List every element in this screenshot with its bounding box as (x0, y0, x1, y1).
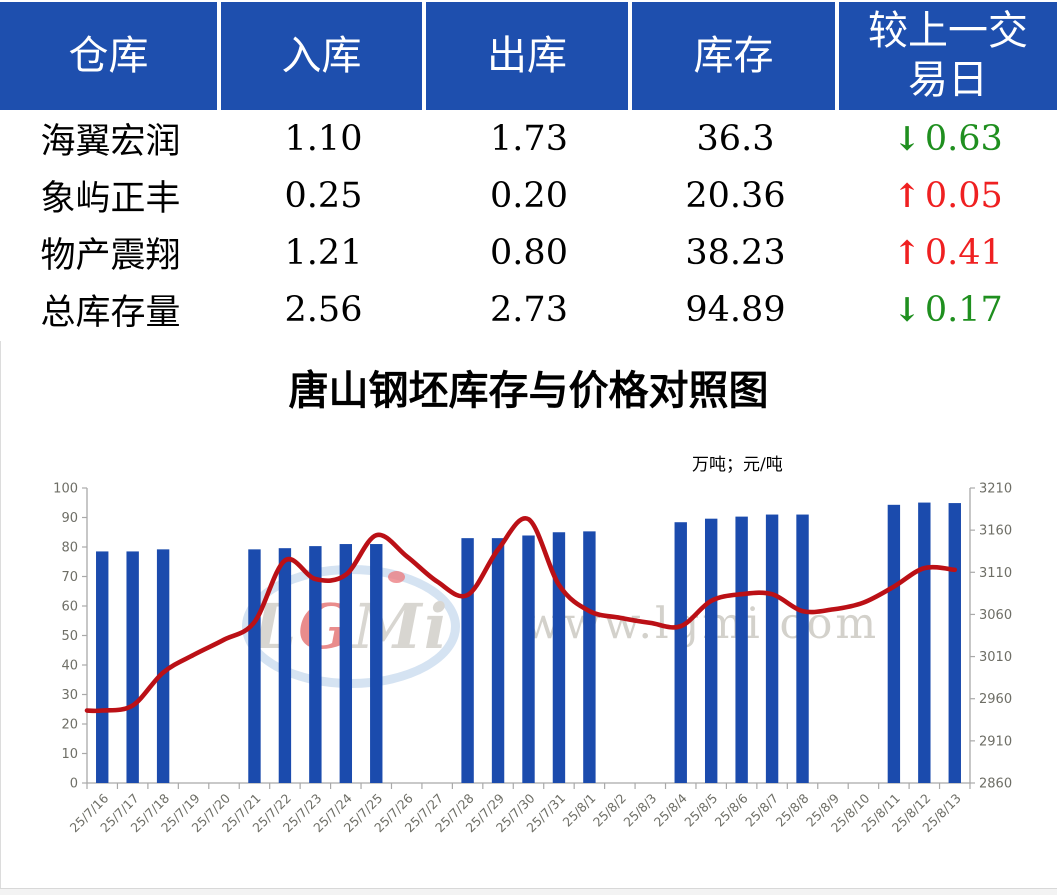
left-axis-tick-label: 30 (61, 688, 78, 703)
inventory-bar (552, 532, 566, 783)
inventory-bar (674, 522, 687, 783)
logo-letter: i (423, 590, 450, 663)
up-arrow-icon: ↑ (893, 176, 921, 215)
outbound-value: 1.73 (490, 118, 568, 159)
left-axis-tick-label: 100 (53, 482, 78, 497)
left-axis-tick-label: 10 (61, 747, 78, 762)
stock-value: 94.89 (685, 289, 786, 330)
change-value: ↓ 0.17 (839, 281, 1057, 338)
x-axis-date-label: 25/8/6 (712, 790, 751, 829)
col-header-inbound: 入库 (221, 2, 426, 110)
x-axis-date-label: 25/8/8 (773, 790, 812, 829)
inventory-bar (126, 551, 139, 783)
inventory-bar (96, 551, 109, 783)
left-axis-tick-label: 0 (70, 777, 78, 792)
col-header-warehouse: 仓库 (0, 2, 221, 110)
outbound-value: 0.80 (490, 232, 568, 273)
inbound-value: 2.56 (284, 289, 363, 330)
footer-strip (0, 888, 1057, 895)
inventory-bar (796, 514, 809, 783)
stock-value: 38.23 (685, 232, 786, 273)
inventory-bar (887, 504, 901, 783)
inventory-bar (583, 531, 596, 783)
x-axis-date-label: 25/8/7 (742, 791, 781, 830)
outbound-value: 2.73 (490, 289, 568, 330)
left-axis-tick-label: 50 (61, 629, 78, 644)
up-arrow-icon: ↑ (893, 233, 921, 272)
inventory-bar (735, 516, 748, 783)
left-axis-tick-label: 90 (61, 511, 78, 526)
change-amount: 0.05 (924, 175, 1003, 216)
right-axis-tick-label: 3060 (979, 608, 1012, 623)
right-axis-tick-label: 2960 (979, 692, 1012, 707)
down-arrow-icon: ↓ (893, 119, 921, 158)
right-axis-tick-label: 2860 (979, 777, 1012, 792)
inventory-bar (522, 535, 535, 783)
axis-units-label: 万吨；元/吨 (692, 455, 783, 475)
x-axis-date-label: 25/8/3 (620, 791, 659, 830)
warehouse-table: 仓库 入库 出库 库存 较上一交易日 海翼宏润 1.10 1.73 36.3 ↓ 0.63… (0, 2, 1057, 338)
inventory-bar (918, 502, 931, 783)
warehouse-name: 象屿正丰 (40, 179, 181, 219)
change-value: ↑ 0.05 (839, 167, 1057, 224)
inbound-value: 0.25 (284, 175, 363, 216)
left-axis-tick-label: 60 (61, 600, 78, 615)
x-axis-date-label: 25/8/5 (681, 791, 720, 830)
left-axis-tick-label: 70 (61, 570, 78, 585)
change-amount: 0.63 (924, 118, 1003, 159)
outbound-value: 0.20 (490, 175, 568, 216)
left-axis-tick-label: 20 (61, 718, 78, 733)
change-value: ↑ 0.41 (839, 224, 1057, 281)
right-axis-tick-label: 3110 (979, 566, 1012, 581)
left-border-line (0, 341, 1, 895)
warehouse-name: 总库存量 (40, 293, 181, 333)
inventory-bar (948, 503, 961, 783)
left-axis-tick-label: 40 (61, 659, 78, 674)
inventory-bar (491, 538, 505, 783)
inventory-bar (461, 538, 474, 783)
right-axis-tick-label: 2910 (979, 734, 1012, 749)
inventory-bar (370, 544, 383, 783)
inventory-bar (156, 549, 170, 783)
right-axis-tick-label: 3160 (979, 524, 1012, 539)
col-header-outbound: 出库 (426, 2, 632, 110)
warehouse-name: 海翼宏润 (40, 122, 181, 162)
inventory-bar (704, 518, 718, 783)
inventory-bar (765, 514, 779, 783)
right-axis-tick-label: 3010 (979, 650, 1012, 665)
x-axis-date-label: 25/8/4 (651, 790, 690, 829)
change-value: ↓ 0.63 (839, 110, 1057, 167)
price-line (84, 516, 958, 714)
warehouse-name: 物产震翔 (40, 236, 181, 276)
stock-value: 20.36 (685, 175, 786, 216)
chart-title: 唐山钢坯库存与价格对照图 (288, 367, 769, 414)
col-header-change: 较上一交易日 (839, 2, 1057, 110)
change-amount: 0.17 (924, 289, 1003, 330)
down-arrow-icon: ↓ (893, 290, 921, 329)
change-amount: 0.41 (924, 232, 1003, 273)
col-header-stock: 库存 (632, 2, 839, 110)
x-axis-date-label: 25/8/1 (559, 791, 598, 830)
logo-dot-icon (388, 571, 406, 584)
x-axis-date-label: 25/8/2 (590, 791, 629, 830)
inventory-bar (248, 549, 261, 783)
inventory-bar (309, 546, 322, 783)
right-axis-tick-label: 3210 (979, 482, 1012, 497)
inbound-value: 1.21 (284, 232, 363, 273)
stock-value: 36.3 (696, 118, 775, 159)
inbound-value: 1.10 (284, 118, 363, 159)
logo-letter: M (353, 590, 424, 663)
inventory-bar (339, 544, 353, 783)
left-axis-tick-label: 80 (61, 541, 78, 556)
inventory-bar (278, 548, 292, 783)
